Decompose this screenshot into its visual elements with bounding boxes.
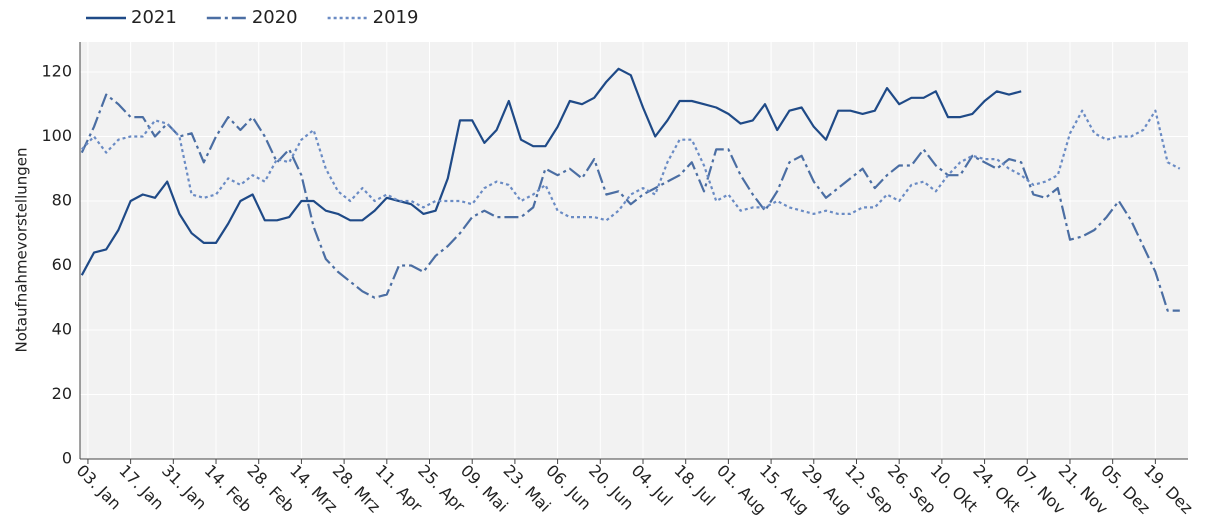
y-tick-label: 60 [52,255,72,274]
legend-label: 2021 [131,7,177,28]
x-tick-label: 03. Jan [73,461,125,513]
y-tick-label: 120 [41,61,72,80]
y-axis-label: Notaufnahmevorstellungen [13,147,31,352]
plot-area [80,42,1188,459]
x-tick-label: 17. Jan [115,461,167,513]
y-tick-label: 40 [52,319,72,338]
x-tick-label: 18. Jul [670,461,719,510]
x-tick-label: 31. Jan [158,461,210,513]
y-tick-label: 0 [62,449,72,468]
legend-label: 2020 [252,7,298,28]
x-tick-label: 20. Jun [585,461,638,514]
line-series [80,67,1022,276]
legend-label: 2019 [373,7,419,28]
line-series [80,93,1180,312]
y-tick-label: 80 [52,190,72,209]
y-tick-label: 100 [41,126,72,145]
y-tick-label: 20 [52,384,72,403]
